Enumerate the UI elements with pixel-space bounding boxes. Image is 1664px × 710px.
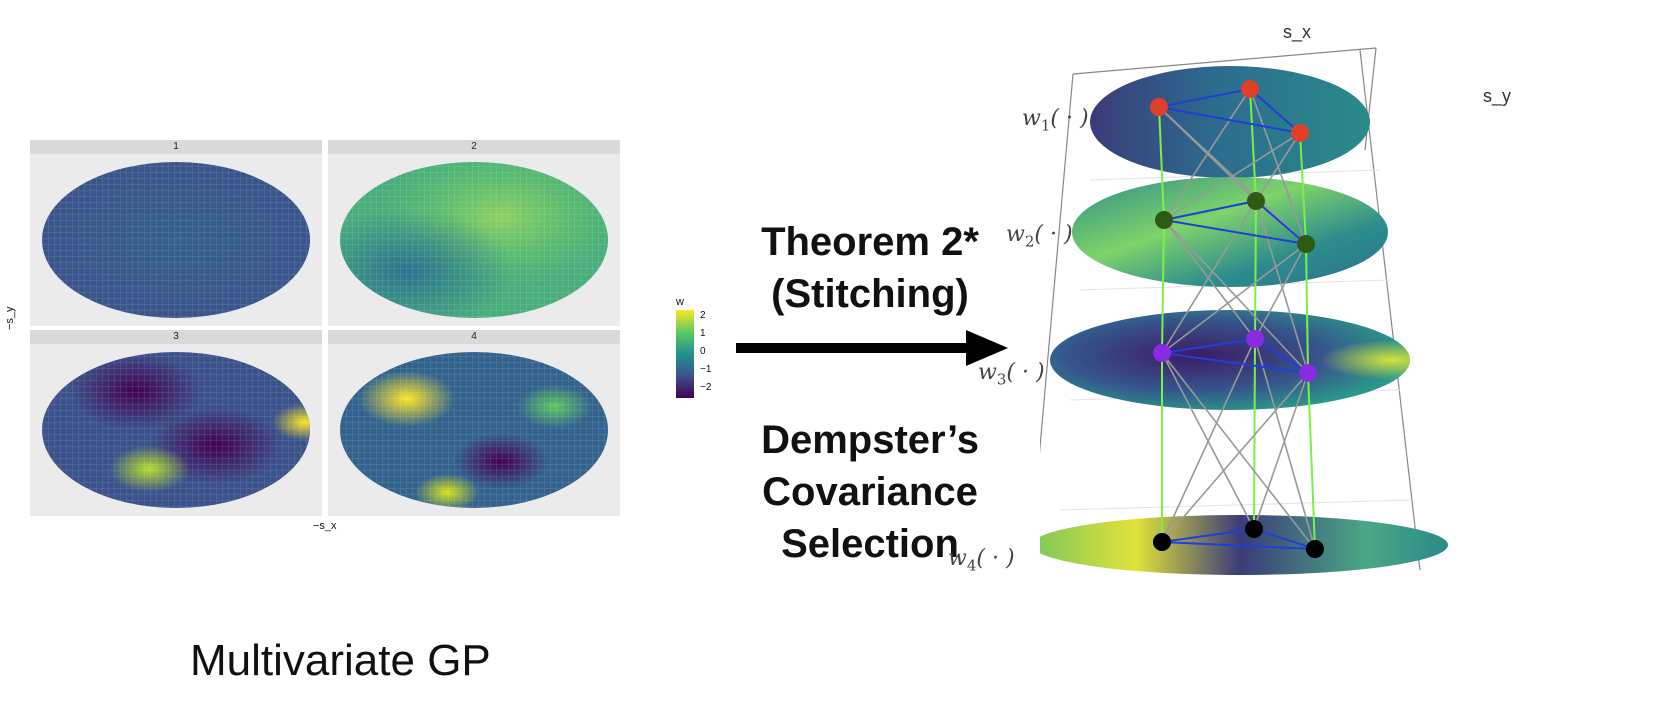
x-axis-label: −s_x xyxy=(313,520,337,532)
facet-panel-4 xyxy=(328,344,620,516)
node xyxy=(1247,192,1265,210)
facet-1-field xyxy=(42,162,310,318)
nodes-layer-3 xyxy=(1153,330,1317,382)
axis-sx-label: s_x xyxy=(1283,22,1312,42)
legend-tick: 0 xyxy=(700,346,706,357)
facet-strip-2: 2 xyxy=(328,140,620,154)
edges-cross-location xyxy=(1158,88,1316,550)
facet-panel-1 xyxy=(30,154,322,326)
layer-label-1: w1( · ) xyxy=(1022,106,1089,135)
facet-2-field xyxy=(340,162,608,318)
left-caption: Multivariate GP xyxy=(190,636,491,685)
node xyxy=(1153,344,1171,362)
edges-within-layer xyxy=(1158,87,1316,550)
facet-panel-3 xyxy=(30,344,322,516)
layer-surface-1 xyxy=(1090,66,1370,178)
facet-plot: 1 xyxy=(30,140,670,550)
legend-tick: 1 xyxy=(700,328,706,339)
axis-sy-label: s_y xyxy=(1483,86,1512,106)
theorem-line-2: (Stitching) xyxy=(771,272,969,316)
layer-label-3: w3( · ) xyxy=(978,360,1045,389)
node xyxy=(1245,520,1263,538)
facet-strip-1: 1 xyxy=(30,140,322,154)
theorem-label: Theorem 2* (Stitching) xyxy=(740,216,1000,320)
node xyxy=(1297,235,1315,253)
nodes-layer-4 xyxy=(1153,520,1324,558)
facet-strip-3: 3 xyxy=(30,330,322,344)
theorem-line-1: Theorem 2* xyxy=(761,220,979,264)
layer-label-4: w4( · ) xyxy=(948,546,1015,575)
node xyxy=(1306,540,1324,558)
node xyxy=(1246,330,1264,348)
legend-tick: −2 xyxy=(700,382,712,393)
legend-tick: −1 xyxy=(700,364,712,375)
node xyxy=(1299,364,1317,382)
node xyxy=(1291,124,1309,142)
facet-3-field xyxy=(42,352,310,508)
facet-panel-2 xyxy=(328,154,620,326)
facet-4-field xyxy=(340,352,608,508)
right-arrow xyxy=(736,330,1008,366)
layer-label-2: w2( · ) xyxy=(1006,222,1073,251)
node xyxy=(1150,98,1168,116)
nodes-layer-1 xyxy=(1150,80,1309,142)
stacked-layers-graph xyxy=(1040,47,1448,575)
dempster-line-3: Selection xyxy=(781,522,959,566)
nodes-layer-2 xyxy=(1155,192,1315,253)
legend-tick: 2 xyxy=(700,310,706,321)
legend-colorbar xyxy=(676,310,694,398)
dempster-line-2: Covariance xyxy=(762,470,978,514)
dempster-label: Dempster’s Covariance Selection xyxy=(740,414,1000,570)
color-legend: w 2 1 0 −1 −2 xyxy=(676,296,736,406)
dempster-line-1: Dempster’s xyxy=(761,418,979,462)
y-axis-label: −s_y xyxy=(4,306,16,330)
node xyxy=(1153,533,1171,551)
node xyxy=(1155,211,1173,229)
facet-strip-4: 4 xyxy=(328,330,620,344)
legend-title: w xyxy=(676,296,684,308)
node xyxy=(1241,80,1259,98)
